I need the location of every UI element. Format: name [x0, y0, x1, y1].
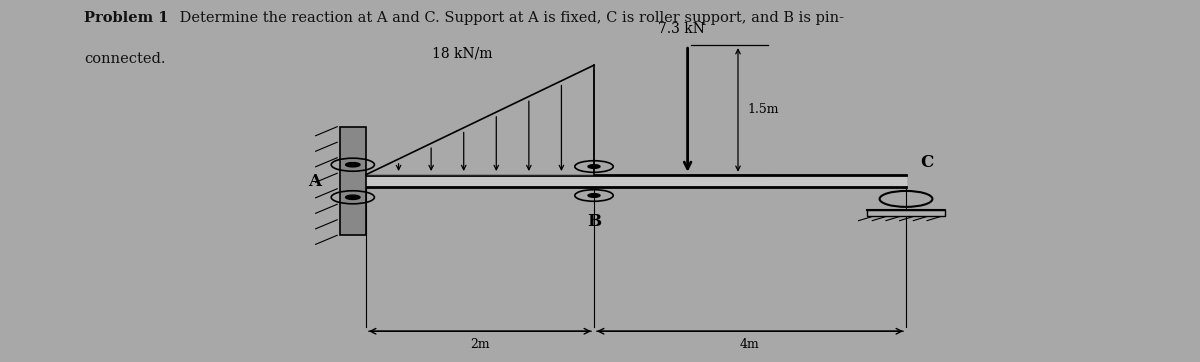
Text: Determine the reaction at A and C. Support at A is fixed, C is roller support, a: Determine the reaction at A and C. Suppo…: [175, 11, 845, 25]
Text: C: C: [920, 154, 934, 171]
Bar: [340, 127, 366, 235]
Text: 7.3 kN: 7.3 kN: [658, 22, 706, 36]
Bar: [866, 210, 946, 216]
Text: connected.: connected.: [84, 52, 166, 67]
Text: 18 kN/m: 18 kN/m: [432, 47, 492, 61]
Circle shape: [346, 163, 360, 167]
Text: 1.5m: 1.5m: [748, 104, 779, 117]
Text: 2m: 2m: [470, 338, 490, 351]
Text: Problem 1: Problem 1: [84, 11, 168, 25]
Circle shape: [588, 194, 600, 197]
Text: B: B: [587, 213, 601, 230]
Circle shape: [588, 165, 600, 168]
Text: A: A: [308, 173, 322, 189]
Text: 4m: 4m: [740, 338, 760, 351]
Polygon shape: [366, 65, 594, 175]
Circle shape: [346, 195, 360, 199]
